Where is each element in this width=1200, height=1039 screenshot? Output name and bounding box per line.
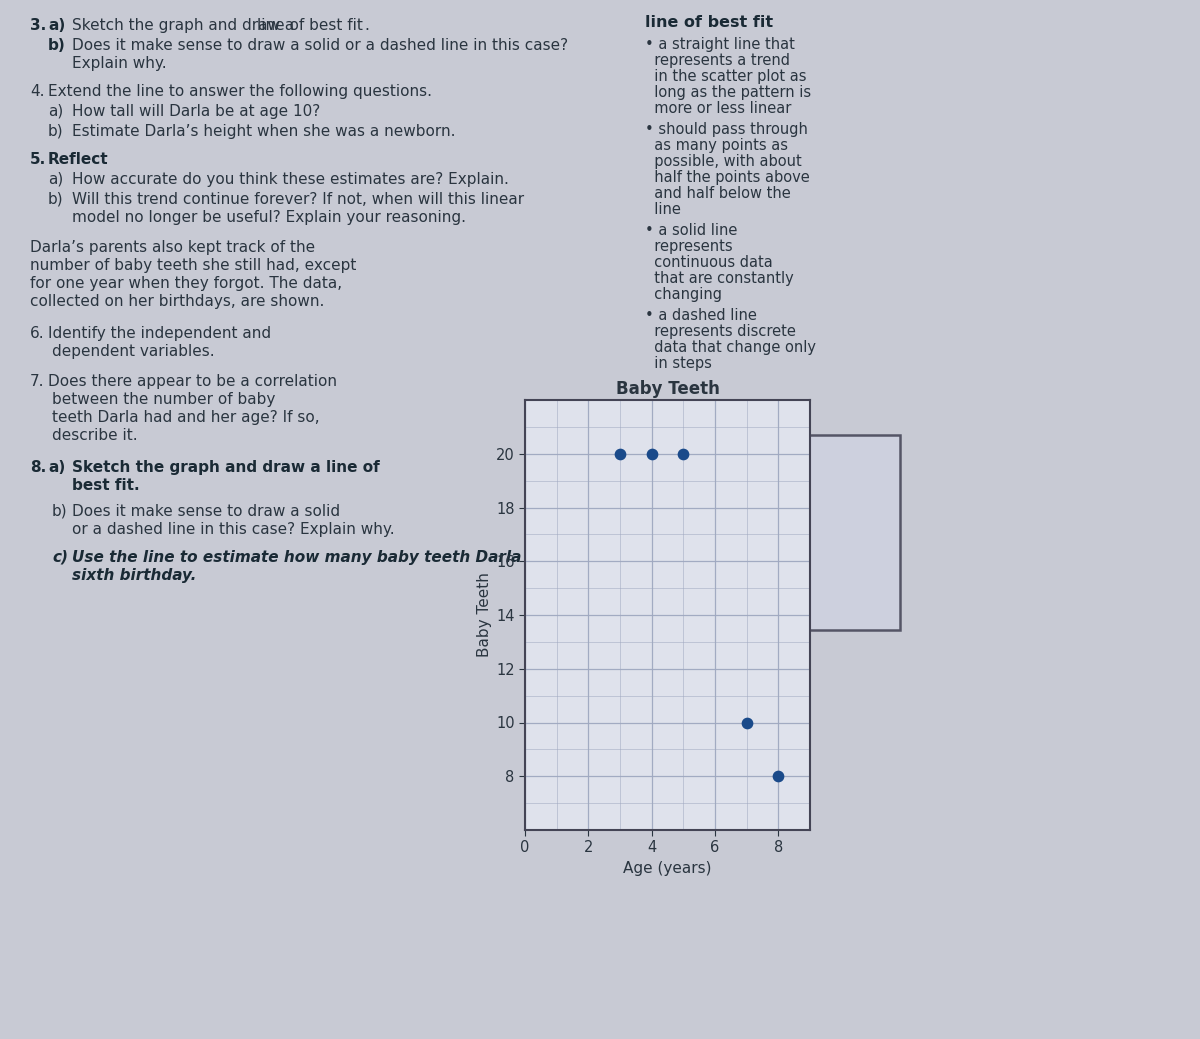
Polygon shape [620,525,634,540]
Text: 5.: 5. [30,152,47,167]
Text: • a dashed line: • a dashed line [646,308,757,323]
Text: b): b) [48,192,64,207]
Point [642,446,661,462]
Text: Does it make sense to draw a solid: Does it make sense to draw a solid [72,504,340,520]
Text: points.: points. [643,605,688,618]
Text: Estimate Darla’s height when she was a newborn.: Estimate Darla’s height when she was a n… [72,124,456,139]
Text: Sketch the graph and draw a line of: Sketch the graph and draw a line of [72,460,379,475]
Text: model no longer be useful? Explain your reasoning.: model no longer be useful? Explain your … [72,210,466,225]
Text: • a solid line: • a solid line [646,223,737,238]
Text: b): b) [48,38,66,53]
Text: a): a) [48,104,64,119]
Text: Sketch the graph and draw a: Sketch the graph and draw a [72,18,299,33]
Text: long as the pattern is: long as the pattern is [646,85,811,100]
Text: changing: changing [646,287,722,302]
Text: 3.: 3. [30,18,47,33]
Text: Does there appear to be a correlation: Does there appear to be a correlation [48,374,337,389]
Text: represents a trend: represents a trend [646,53,790,68]
Text: collected on her birthdays, are shown.: collected on her birthdays, are shown. [30,294,324,309]
Text: or a dashed line in this case? Explain why.: or a dashed line in this case? Explain w… [72,522,395,537]
Text: possible, with about: possible, with about [646,154,802,169]
Text: line: line [646,202,680,217]
Text: given data points.: given data points. [643,557,763,570]
Title: Baby Teeth: Baby Teeth [616,380,720,398]
Text: Literacy Link: Literacy Link [643,445,754,460]
Point [737,714,756,730]
Text: b): b) [52,504,67,520]
Y-axis label: Baby Teeth: Baby Teeth [476,572,492,658]
Text: a): a) [48,460,65,475]
Point [769,768,788,784]
Text: Darla’s parents also kept track of the: Darla’s parents also kept track of the [30,240,316,255]
Text: continuous data: continuous data [646,255,773,270]
Text: .: . [364,18,368,33]
Text: and half below the: and half below the [646,186,791,201]
Text: in the scatter plot as: in the scatter plot as [646,69,806,84]
Text: as many points as: as many points as [646,138,788,153]
Point [611,446,630,462]
Text: best fit.: best fit. [72,478,139,492]
Text: represents: represents [646,239,733,254]
Text: 6.: 6. [30,326,44,341]
Text: To interpolate, read a: To interpolate, read a [643,525,785,538]
Text: dependent variables.: dependent variables. [52,344,215,359]
Text: linear model between: linear model between [643,541,788,554]
Text: Use the line to estimate how many baby teeth Darla had on her: Use the line to estimate how many baby t… [72,550,619,565]
Text: important tools for two-: important tools for two- [643,492,802,506]
Text: c): c) [52,550,68,565]
Text: • a straight line that: • a straight line that [646,37,794,52]
Text: more or less linear: more or less linear [646,101,791,116]
X-axis label: Age (years): Age (years) [623,861,712,876]
Text: line of best fit: line of best fit [257,18,362,33]
Text: data that change only: data that change only [646,340,816,355]
Text: b): b) [48,124,64,139]
Text: number of baby teeth she still had, except: number of baby teeth she still had, exce… [30,258,356,273]
Text: 4.: 4. [30,84,44,99]
FancyBboxPatch shape [635,435,900,630]
Text: a): a) [48,172,64,187]
Text: 8.: 8. [30,460,47,475]
Text: Reflect: Reflect [48,152,109,167]
Point [673,446,692,462]
Text: How accurate do you think these estimates are? Explain.: How accurate do you think these estimate… [72,172,509,187]
Text: represents discrete: represents discrete [646,324,796,339]
Text: variable data analysis.: variable data analysis. [643,509,793,522]
Text: 7.: 7. [30,374,44,389]
Text: • should pass through: • should pass through [646,122,808,137]
Text: Explain why.: Explain why. [72,56,167,71]
Text: Identify the independent and: Identify the independent and [48,326,271,341]
Text: Does it make sense to draw a solid or a dashed line in this case?: Does it make sense to draw a solid or a … [72,38,568,53]
Text: How tall will Darla be at age 10?: How tall will Darla be at age 10? [72,104,320,119]
Text: Will this trend continue forever? If not, when will this linear: Will this trend continue forever? If not… [72,192,524,207]
Text: in steps: in steps [646,356,712,371]
Text: Interpolation and: Interpolation and [643,461,757,474]
Text: line of best fit: line of best fit [646,15,773,30]
Text: extrapolation are: extrapolation are [643,477,757,490]
Text: describe it.: describe it. [52,428,138,443]
Text: a): a) [48,18,65,33]
Text: teeth Darla had and her age? If so,: teeth Darla had and her age? If so, [52,410,319,425]
Text: half the points above: half the points above [646,170,810,185]
Text: To extrapolate, read: To extrapolate, read [643,572,776,586]
Text: for one year when they forgot. The data,: for one year when they forgot. The data, [30,276,342,291]
Text: between the number of baby: between the number of baby [52,392,275,407]
Text: beyond given data: beyond given data [643,589,768,602]
Text: that are constantly: that are constantly [646,271,793,286]
Text: sixth birthday.: sixth birthday. [72,568,197,583]
Text: Extend the line to answer the following questions.: Extend the line to answer the following … [48,84,432,99]
